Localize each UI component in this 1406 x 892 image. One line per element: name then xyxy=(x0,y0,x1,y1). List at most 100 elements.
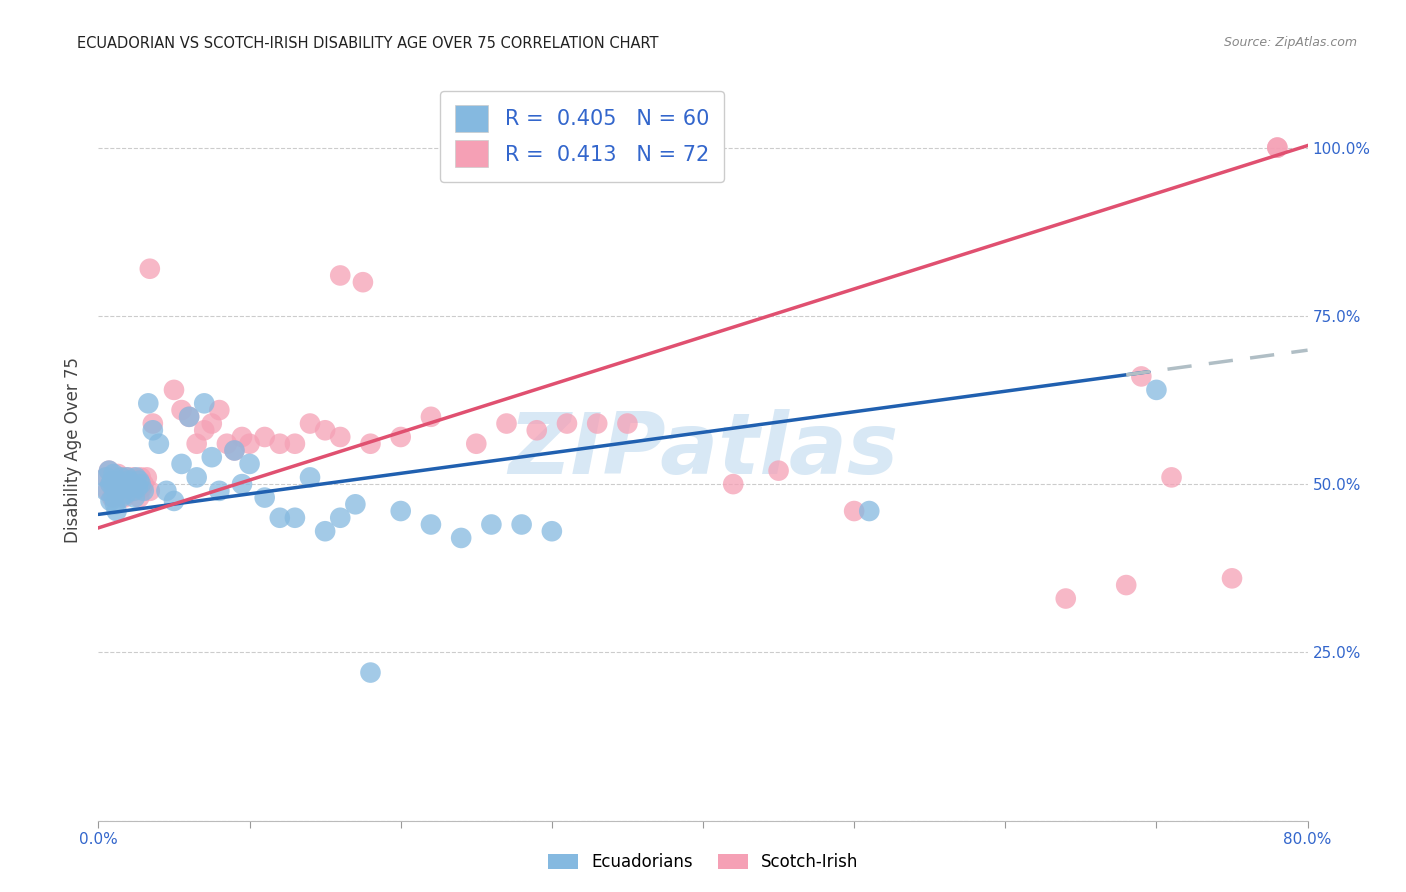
Point xyxy=(208,403,231,417)
Point xyxy=(352,275,374,289)
Point xyxy=(155,483,177,498)
Point xyxy=(103,491,125,505)
Point xyxy=(112,491,135,505)
Point xyxy=(299,470,322,484)
Point xyxy=(465,436,488,450)
Point xyxy=(105,504,128,518)
Point xyxy=(108,483,131,498)
Point xyxy=(844,504,866,518)
Point xyxy=(1267,140,1289,154)
Point xyxy=(269,510,291,524)
Point xyxy=(186,436,208,450)
Point xyxy=(253,430,276,444)
Point xyxy=(616,417,638,431)
Point xyxy=(723,477,745,491)
Point xyxy=(121,477,143,491)
Point xyxy=(108,477,131,491)
Point xyxy=(111,477,134,491)
Point xyxy=(131,481,153,495)
Point xyxy=(1144,383,1167,397)
Point xyxy=(105,477,128,491)
Point xyxy=(120,481,142,495)
Point xyxy=(142,423,165,437)
Point xyxy=(231,430,253,444)
Point xyxy=(148,436,170,450)
Point xyxy=(284,510,307,524)
Point xyxy=(193,423,215,437)
Point xyxy=(94,470,117,484)
Point xyxy=(344,497,367,511)
Point xyxy=(170,403,193,417)
Point xyxy=(103,474,125,488)
Point xyxy=(208,483,231,498)
Point xyxy=(128,491,150,505)
Point xyxy=(314,423,336,437)
Point xyxy=(170,457,193,471)
Point xyxy=(555,417,578,431)
Point xyxy=(136,396,159,410)
Point xyxy=(107,467,129,481)
Point xyxy=(110,491,132,505)
Point xyxy=(360,665,382,680)
Point xyxy=(107,483,129,498)
Point xyxy=(1220,571,1243,585)
Point xyxy=(120,481,142,495)
Point xyxy=(121,477,143,491)
Point xyxy=(100,477,122,491)
Point xyxy=(239,457,262,471)
Point xyxy=(1267,140,1289,154)
Point xyxy=(526,423,548,437)
Point xyxy=(128,474,150,488)
Point xyxy=(103,470,125,484)
Point xyxy=(125,470,148,484)
Point xyxy=(215,436,238,450)
Point xyxy=(179,409,201,424)
Point xyxy=(124,483,146,498)
Point xyxy=(110,470,132,484)
Point xyxy=(495,417,517,431)
Point xyxy=(1160,470,1182,484)
Point xyxy=(139,483,162,498)
Point xyxy=(129,470,152,484)
Point xyxy=(510,517,533,532)
Point xyxy=(122,470,145,484)
Point xyxy=(179,409,201,424)
Point xyxy=(118,474,141,488)
Point xyxy=(94,470,117,484)
Point xyxy=(127,481,149,495)
Point xyxy=(103,467,125,481)
Point xyxy=(112,481,135,495)
Point xyxy=(98,464,121,478)
Text: Source: ZipAtlas.com: Source: ZipAtlas.com xyxy=(1223,36,1357,49)
Point xyxy=(127,474,149,488)
Point xyxy=(231,477,253,491)
Point xyxy=(111,481,134,495)
Point xyxy=(94,483,117,498)
Point xyxy=(142,417,165,431)
Point xyxy=(314,524,336,539)
Point xyxy=(107,474,129,488)
Point xyxy=(100,494,122,508)
Point xyxy=(586,417,609,431)
Text: ZIPatlas: ZIPatlas xyxy=(508,409,898,492)
Point xyxy=(253,491,276,505)
Point xyxy=(110,470,132,484)
Point xyxy=(224,443,246,458)
Point xyxy=(224,443,246,458)
Point xyxy=(122,483,145,498)
Point xyxy=(98,464,121,478)
Y-axis label: Disability Age Over 75: Disability Age Over 75 xyxy=(65,358,83,543)
Point xyxy=(125,477,148,491)
Point xyxy=(540,524,562,539)
Point xyxy=(103,481,125,495)
Point xyxy=(420,517,443,532)
Point xyxy=(284,436,307,450)
Point xyxy=(163,383,186,397)
Point xyxy=(139,261,162,276)
Point xyxy=(571,140,593,154)
Point xyxy=(540,140,562,154)
Point xyxy=(115,470,138,484)
Point xyxy=(481,517,503,532)
Point xyxy=(114,487,136,501)
Point xyxy=(1115,578,1137,592)
